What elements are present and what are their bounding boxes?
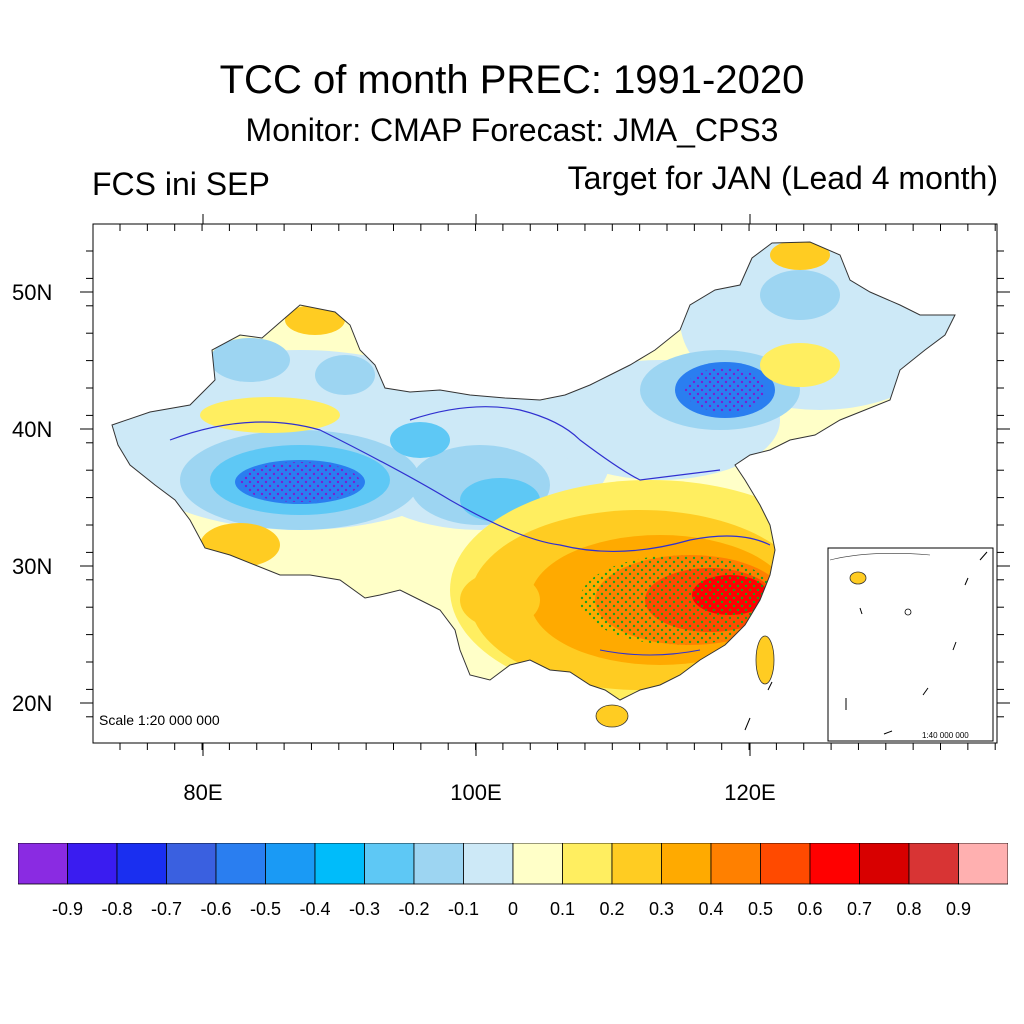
colorbar-swatch <box>760 843 811 885</box>
colorbar-label: -0.5 <box>249 899 282 919</box>
lat-label-20n: 20N <box>12 691 53 716</box>
lat-label-40n: 40N <box>12 417 53 442</box>
colorbar-label: -0.8 <box>101 899 133 919</box>
colorbar-label: -0.3 <box>348 899 381 919</box>
colorbar-swatch <box>265 843 316 885</box>
colorbar-label: -0.6 <box>200 899 232 919</box>
colorbar-label: -0.2 <box>398 899 430 919</box>
lon-label-100e: 100E <box>450 780 502 805</box>
colorbar-swatch <box>958 843 1008 885</box>
colorbar-swatch <box>314 843 365 885</box>
lon-label-120e: 120E <box>724 780 776 805</box>
lon-label-80e: 80E <box>183 780 223 805</box>
colorbar-label: 0.2 <box>599 899 625 919</box>
colorbar-swatch <box>413 843 464 885</box>
colorbar-label: -0.1 <box>447 899 480 919</box>
colorbar-swatch <box>463 843 514 885</box>
colorbar-label: 0.8 <box>896 899 922 919</box>
colorbar-swatch <box>512 843 563 885</box>
colorbar-swatch <box>611 843 662 885</box>
colorbar <box>18 843 1008 885</box>
colorbar-swatch <box>661 843 712 885</box>
map-title: TCC of month PREC: 1991-2020 <box>219 58 805 102</box>
colorbar-swatch <box>908 843 959 885</box>
colorbar-swatch <box>710 843 761 885</box>
initialization-label: FCS ini SEP <box>92 166 270 202</box>
colorbar-swatch <box>215 843 266 885</box>
colorbar-label: 0.3 <box>648 899 675 919</box>
target-label: Target for JAN (Lead 4 month) <box>567 160 998 196</box>
colorbar-swatch <box>166 843 217 885</box>
colorbar-swatch <box>364 843 415 885</box>
colorbar-swatch <box>859 843 910 885</box>
colorbar-label: 0.6 <box>797 899 823 919</box>
lat-label-50n: 50N <box>12 280 53 305</box>
colorbar-label: -0.4 <box>299 899 331 919</box>
scale-label: Scale 1:20 000 000 <box>99 712 220 728</box>
map-subtitle: Monitor: CMAP Forecast: JMA_CPS3 <box>245 112 779 148</box>
colorbar-swatch <box>809 843 860 885</box>
colorbar-swatch <box>67 843 118 885</box>
colorbar-swatch <box>562 843 613 885</box>
colorbar-label: -0.7 <box>150 899 183 919</box>
inset-map <box>827 547 994 742</box>
inset-scale-label: 1:40 000 000 <box>922 731 969 740</box>
colorbar-swatch <box>116 843 167 885</box>
colorbar-label: 0.4 <box>698 899 724 919</box>
colorbar-label: -0.9 <box>51 899 84 919</box>
colorbar-label: 0.9 <box>945 899 972 919</box>
colorbar-swatch <box>18 843 68 885</box>
colorbar-label: 0.1 <box>549 899 576 919</box>
colorbar-label: 0.5 <box>747 899 774 919</box>
colorbar-label: 0 <box>507 899 518 919</box>
colorbar-label: 0.7 <box>846 899 873 919</box>
lat-label-30n: 30N <box>12 554 53 579</box>
